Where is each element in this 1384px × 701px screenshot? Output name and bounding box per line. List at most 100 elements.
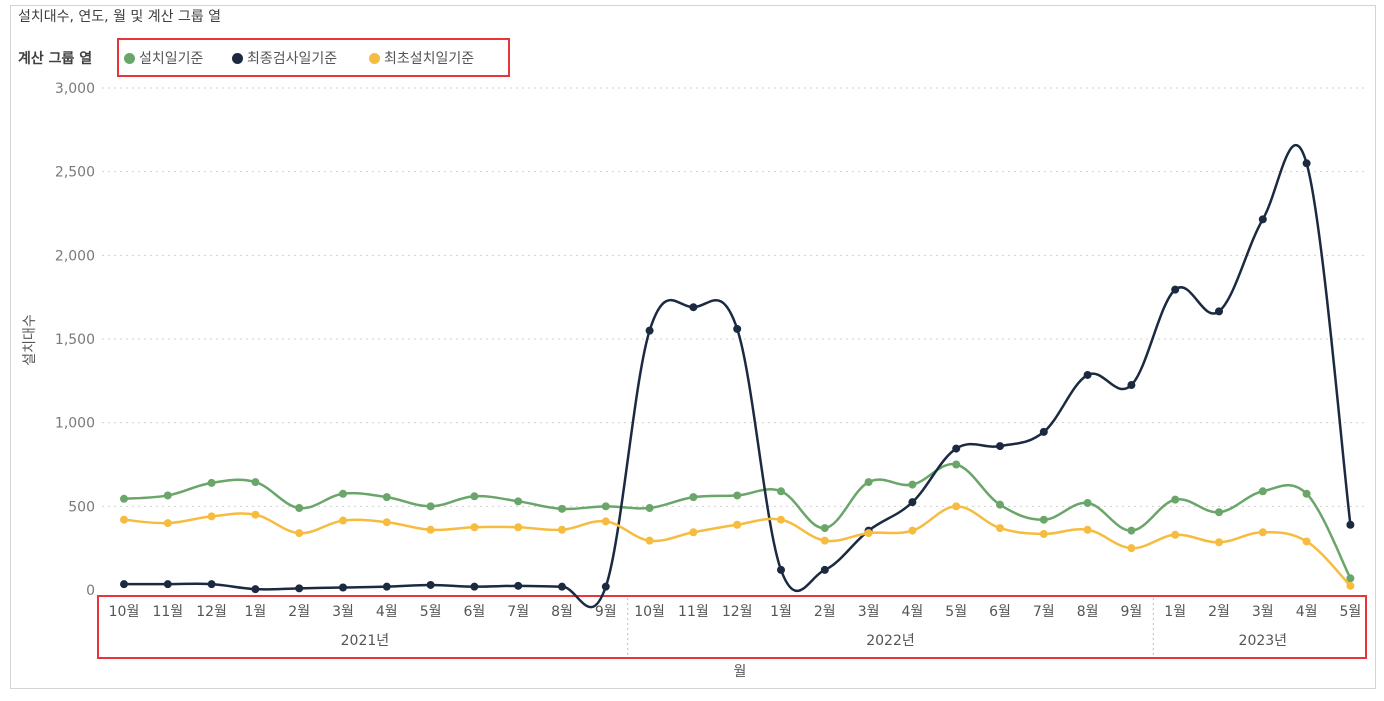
data-point: [558, 504, 566, 513]
year-label: 2021년: [341, 633, 390, 649]
data-point: [295, 504, 304, 513]
data-point: [339, 516, 347, 525]
x-tick-label: 5월: [1340, 604, 1362, 620]
x-tick-label: 5월: [945, 604, 967, 620]
x-tick-label: 9월: [595, 604, 617, 620]
data-point: [996, 500, 1004, 509]
x-tick-label: 1월: [770, 604, 792, 620]
x-tick-label: 1월: [1164, 604, 1186, 620]
data-point: [339, 489, 347, 498]
data-point: [1171, 495, 1180, 504]
data-point: [1302, 159, 1311, 168]
data-point: [908, 498, 917, 507]
data-point: [820, 524, 829, 533]
x-tick-label: 4월: [902, 604, 924, 620]
y-tick-label: 0: [86, 583, 95, 599]
x-tick-label: 5월: [420, 604, 442, 620]
legend-item-series-1[interactable]: 설치일기준: [124, 48, 203, 68]
data-point: [207, 580, 216, 589]
data-point: [382, 518, 391, 527]
data-point: [1215, 307, 1223, 316]
x-axis-label: 월: [734, 664, 747, 680]
x-tick-label: 8월: [551, 604, 573, 620]
x-tick-label: 11월: [152, 604, 183, 620]
data-point: [689, 303, 698, 312]
legend-item-series-2[interactable]: 최종검사일기준: [232, 48, 337, 68]
legend-marker-icon: [232, 52, 243, 64]
data-point: [645, 536, 654, 545]
data-point: [382, 493, 391, 502]
data-point: [514, 523, 523, 532]
series-line-3: [123, 505, 1352, 587]
x-tick-label: 3월: [332, 604, 354, 620]
year-label: 2022년: [866, 633, 915, 649]
data-point: [558, 525, 566, 534]
data-point: [864, 529, 873, 538]
data-point: [601, 582, 610, 591]
data-point: [1215, 538, 1223, 547]
data-point: [1083, 525, 1092, 534]
data-point: [1258, 487, 1267, 496]
data-point: [777, 515, 785, 524]
data-point: [1346, 581, 1355, 590]
x-axis-highlight-box: [97, 595, 1367, 659]
data-point: [295, 529, 304, 538]
data-point: [601, 517, 610, 526]
series-line-1: [123, 462, 1352, 579]
legend-label: 최종검사일기준: [247, 51, 338, 67]
data-point: [1346, 520, 1355, 529]
data-point: [1127, 544, 1136, 553]
data-point: [733, 491, 742, 500]
data-point: [908, 480, 917, 489]
data-point: [1258, 528, 1267, 537]
data-point: [952, 502, 961, 511]
data-point: [645, 326, 654, 335]
data-point: [514, 581, 523, 590]
y-tick-label: 3,000: [55, 81, 95, 97]
y-axis-label: 설치대수: [22, 314, 38, 366]
data-point: [120, 580, 128, 589]
data-point: [1258, 215, 1267, 224]
data-point: [1039, 529, 1048, 538]
x-tick-label: 10월: [109, 604, 140, 620]
data-point: [1083, 498, 1092, 507]
data-point: [996, 442, 1004, 451]
data-point: [120, 494, 128, 503]
data-point: [1127, 381, 1136, 390]
data-point: [207, 478, 216, 487]
data-point: [470, 582, 479, 591]
x-tick-label: 7월: [1033, 604, 1055, 620]
data-point: [1039, 427, 1048, 436]
y-tick-label: 2,500: [55, 165, 95, 181]
data-point: [820, 536, 829, 545]
data-point: [1346, 574, 1355, 583]
data-point: [952, 460, 961, 469]
y-tick-label: 500: [68, 499, 95, 515]
data-point: [1171, 530, 1180, 539]
data-point: [601, 502, 610, 511]
legend-title: 계산 그룹 열: [18, 51, 93, 67]
data-point: [163, 491, 172, 500]
data-point: [1215, 508, 1223, 517]
x-tick-label: 11월: [678, 604, 709, 620]
data-point: [514, 497, 523, 506]
x-tick-label: 2월: [288, 604, 310, 620]
data-point: [426, 525, 435, 534]
data-point: [820, 565, 829, 574]
x-tick-label: 6월: [989, 604, 1011, 620]
x-tick-label: 9월: [1121, 604, 1143, 620]
data-point: [733, 324, 742, 333]
data-point: [558, 582, 566, 591]
legend-marker-icon: [124, 52, 135, 64]
legend-label: 최초설치일기준: [384, 51, 475, 67]
data-point: [1302, 537, 1311, 546]
legend-item-series-3[interactable]: 최초설치일기준: [369, 48, 474, 68]
x-tick-label: 3월: [858, 604, 880, 620]
x-tick-label: 3월: [1252, 604, 1274, 620]
data-point: [689, 493, 698, 502]
series-line-2: [124, 143, 1352, 609]
data-point: [777, 565, 785, 574]
x-tick-label: 2월: [1208, 604, 1230, 620]
data-point: [645, 504, 654, 513]
